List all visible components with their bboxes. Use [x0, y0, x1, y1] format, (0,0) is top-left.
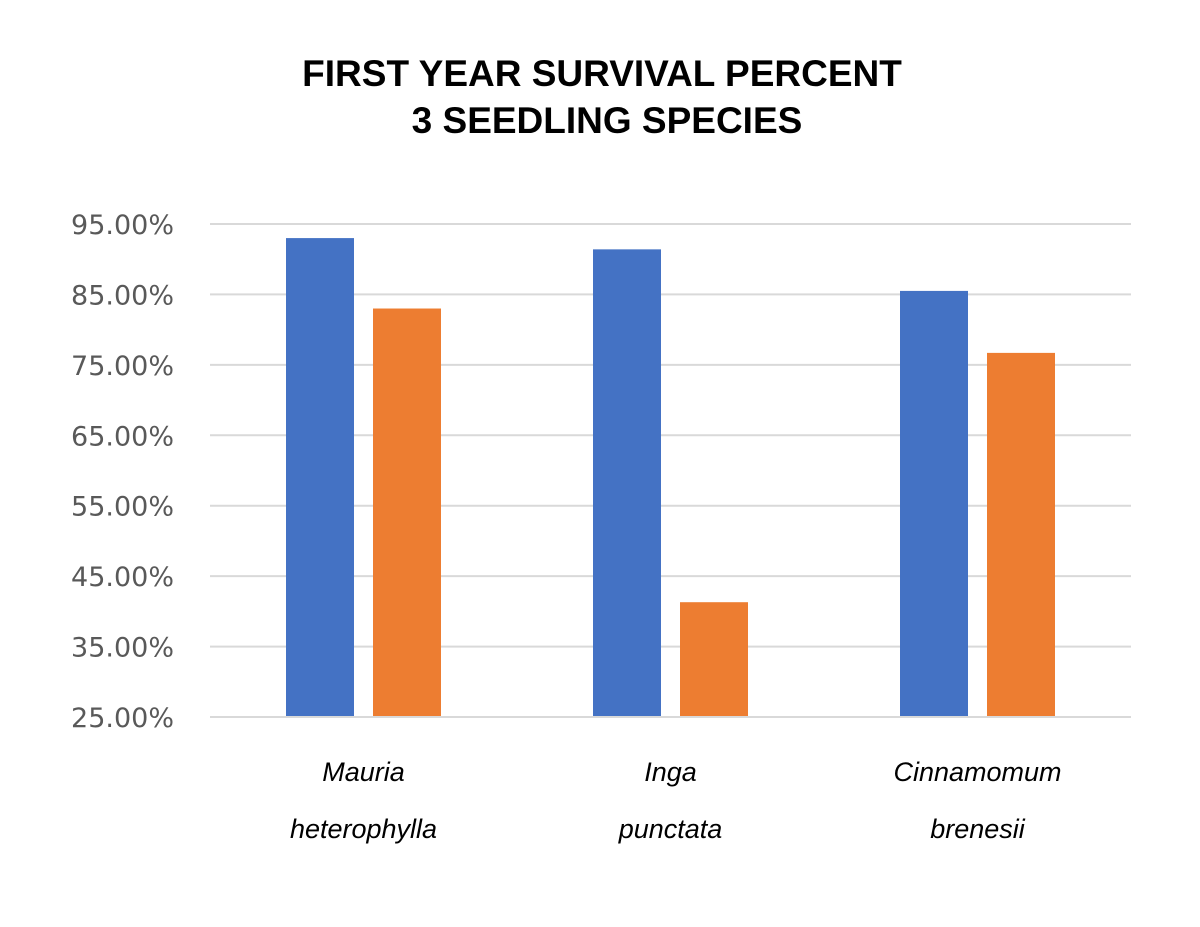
x-category-label: Mauria [322, 757, 405, 787]
x-category-label: brenesii [930, 814, 1026, 844]
y-tick-label: 95.00% [71, 210, 174, 241]
chart-title-line-1: FIRST YEAR SURVIVAL PERCENT [302, 53, 902, 94]
bar-1-3 [900, 290, 968, 717]
y-tick-label: 35.00% [71, 633, 174, 664]
bars [286, 238, 1055, 718]
x-category-label: Cinnamomum [893, 757, 1061, 787]
x-category-label: Inga [644, 757, 697, 787]
x-category-label: heterophylla [290, 814, 437, 844]
y-tick-label: 85.00% [71, 280, 174, 311]
gridlines [210, 223, 1131, 648]
y-axis-tick-labels: 25.00% 35.00% 45.00% 55.00% 65.00% 75.00% 85.0… [71, 210, 174, 734]
x-category-label: punctata [618, 814, 723, 844]
y-tick-label: 75.00% [71, 351, 174, 382]
y-tick-label: 45.00% [71, 562, 174, 593]
y-tick-label: 55.00% [71, 492, 174, 523]
bar-2-2 [680, 602, 748, 717]
bar-2-3 [987, 352, 1055, 717]
chart-title: FIRST YEAR SURVIVAL PERCENT 3 SEEDLING S… [302, 53, 902, 141]
y-tick-label: 65.00% [71, 421, 174, 452]
bar-1-1 [286, 238, 354, 718]
bar-1-2 [593, 249, 661, 717]
y-tick-label: 25.00% [71, 703, 174, 734]
x-axis-category-labels: Mauria heterophylla Inga punctata Cinnamomum… [290, 757, 1062, 844]
bar-2-1 [373, 308, 441, 717]
chart-title-line-2: 3 SEEDLING SPECIES [412, 100, 803, 141]
